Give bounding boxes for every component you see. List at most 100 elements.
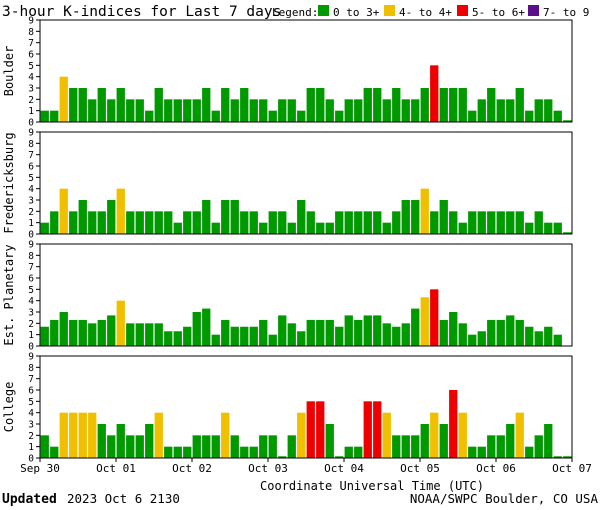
legend-item-label: 4- to 4+ [399,6,452,19]
kp-bar [97,211,106,234]
kp-bar [202,308,211,346]
kp-bar [544,326,553,346]
kp-bar [202,88,211,122]
kp-bar [563,120,572,122]
kp-bar [78,319,87,346]
y-tick-label: 8 [28,251,34,262]
kp-bar [259,222,268,234]
y-tick-label: 0 [28,454,34,465]
kp-bar [268,211,277,234]
kp-bar [553,456,562,458]
y-tick-label: 6 [28,386,34,397]
x-tick-label: Oct 07 [552,462,592,475]
kp-bar [192,211,201,234]
legend-item-label: 5- to 6+ [472,6,525,19]
kp-bar [50,319,59,346]
legend-swatch [528,5,539,16]
kp-bar [525,222,534,234]
kp-bar [411,200,420,234]
y-tick-label: 0 [28,342,34,353]
y-tick-label: 4 [28,296,34,307]
kp-bar [430,211,439,234]
kp-bar [506,211,515,234]
kp-bar [401,323,410,346]
kp-bar [183,99,192,122]
kp-bar [534,435,543,458]
kp-bar [515,412,524,458]
kp-bar [69,211,78,234]
kp-bar [202,200,211,234]
y-tick-label: 9 [28,16,34,27]
kp-bar [116,300,125,346]
y-tick-label: 9 [28,128,34,139]
kp-bar [145,211,154,234]
kp-bar [240,88,249,122]
kp-bar [458,88,467,122]
kp-bar [107,435,116,458]
kp-bar [135,99,144,122]
x-axis-label: Coordinate Universal Time (UTC) [260,479,484,493]
y-tick-label: 2 [28,319,34,330]
y-tick-label: 4 [28,408,34,419]
kp-bar [259,319,268,346]
kp-bar [439,88,448,122]
legend-item-label: 7- to 9 [543,6,589,19]
kp-bar [69,412,78,458]
kp-bar [382,222,391,234]
kp-bar [420,297,429,346]
kp-bar [230,200,239,234]
y-tick-label: 7 [28,374,34,385]
kp-bar [449,211,458,234]
kp-bar [487,88,496,122]
legend-swatch [384,5,395,16]
kp-bar [496,99,505,122]
kp-bar [230,99,239,122]
kp-bar [439,424,448,458]
updated-value: 2023 Oct 6 2130 [67,491,180,506]
kp-bar [249,211,258,234]
kp-bar [439,200,448,234]
kp-bar [173,331,182,346]
y-tick-label: 0 [28,230,34,241]
kp-bar [240,326,249,346]
y-tick-label: 6 [28,162,34,173]
kp-bar [477,446,486,458]
kp-bar [278,315,287,346]
kp-bar [211,334,220,346]
kp-bar [449,88,458,122]
kp-bar [420,188,429,234]
kp-bar [192,99,201,122]
kp-bar [458,323,467,346]
kp-bar [487,435,496,458]
x-tick-label: Sep 30 [20,462,60,475]
kp-bar [525,110,534,122]
y-tick-label: 3 [28,84,34,95]
kp-bar [534,99,543,122]
y-tick-label: 6 [28,274,34,285]
kp-bar [468,334,477,346]
kp-bar [468,446,477,458]
x-tick-label: Oct 06 [476,462,516,475]
kp-bar [411,99,420,122]
kp-bar [373,211,382,234]
panel-frame [39,355,573,459]
kp-bar [173,222,182,234]
panel-name: Est. Planetary [2,244,16,345]
y-tick-label: 3 [28,196,34,207]
kp-bar [97,319,106,346]
kp-bar [563,232,572,234]
kp-bar [97,88,106,122]
y-tick-label: 7 [28,38,34,49]
panel-name: Boulder [2,46,16,97]
kp-bar [544,222,553,234]
kp-bar [487,319,496,346]
kp-bar [278,456,287,458]
kp-bar [249,99,258,122]
chart-title: 3-hour K-indices for Last 7 days [2,4,281,20]
kp-bar [78,200,87,234]
kp-bar [335,110,344,122]
kp-bar [221,200,230,234]
kp-bar [316,222,325,234]
kp-bar [344,315,353,346]
